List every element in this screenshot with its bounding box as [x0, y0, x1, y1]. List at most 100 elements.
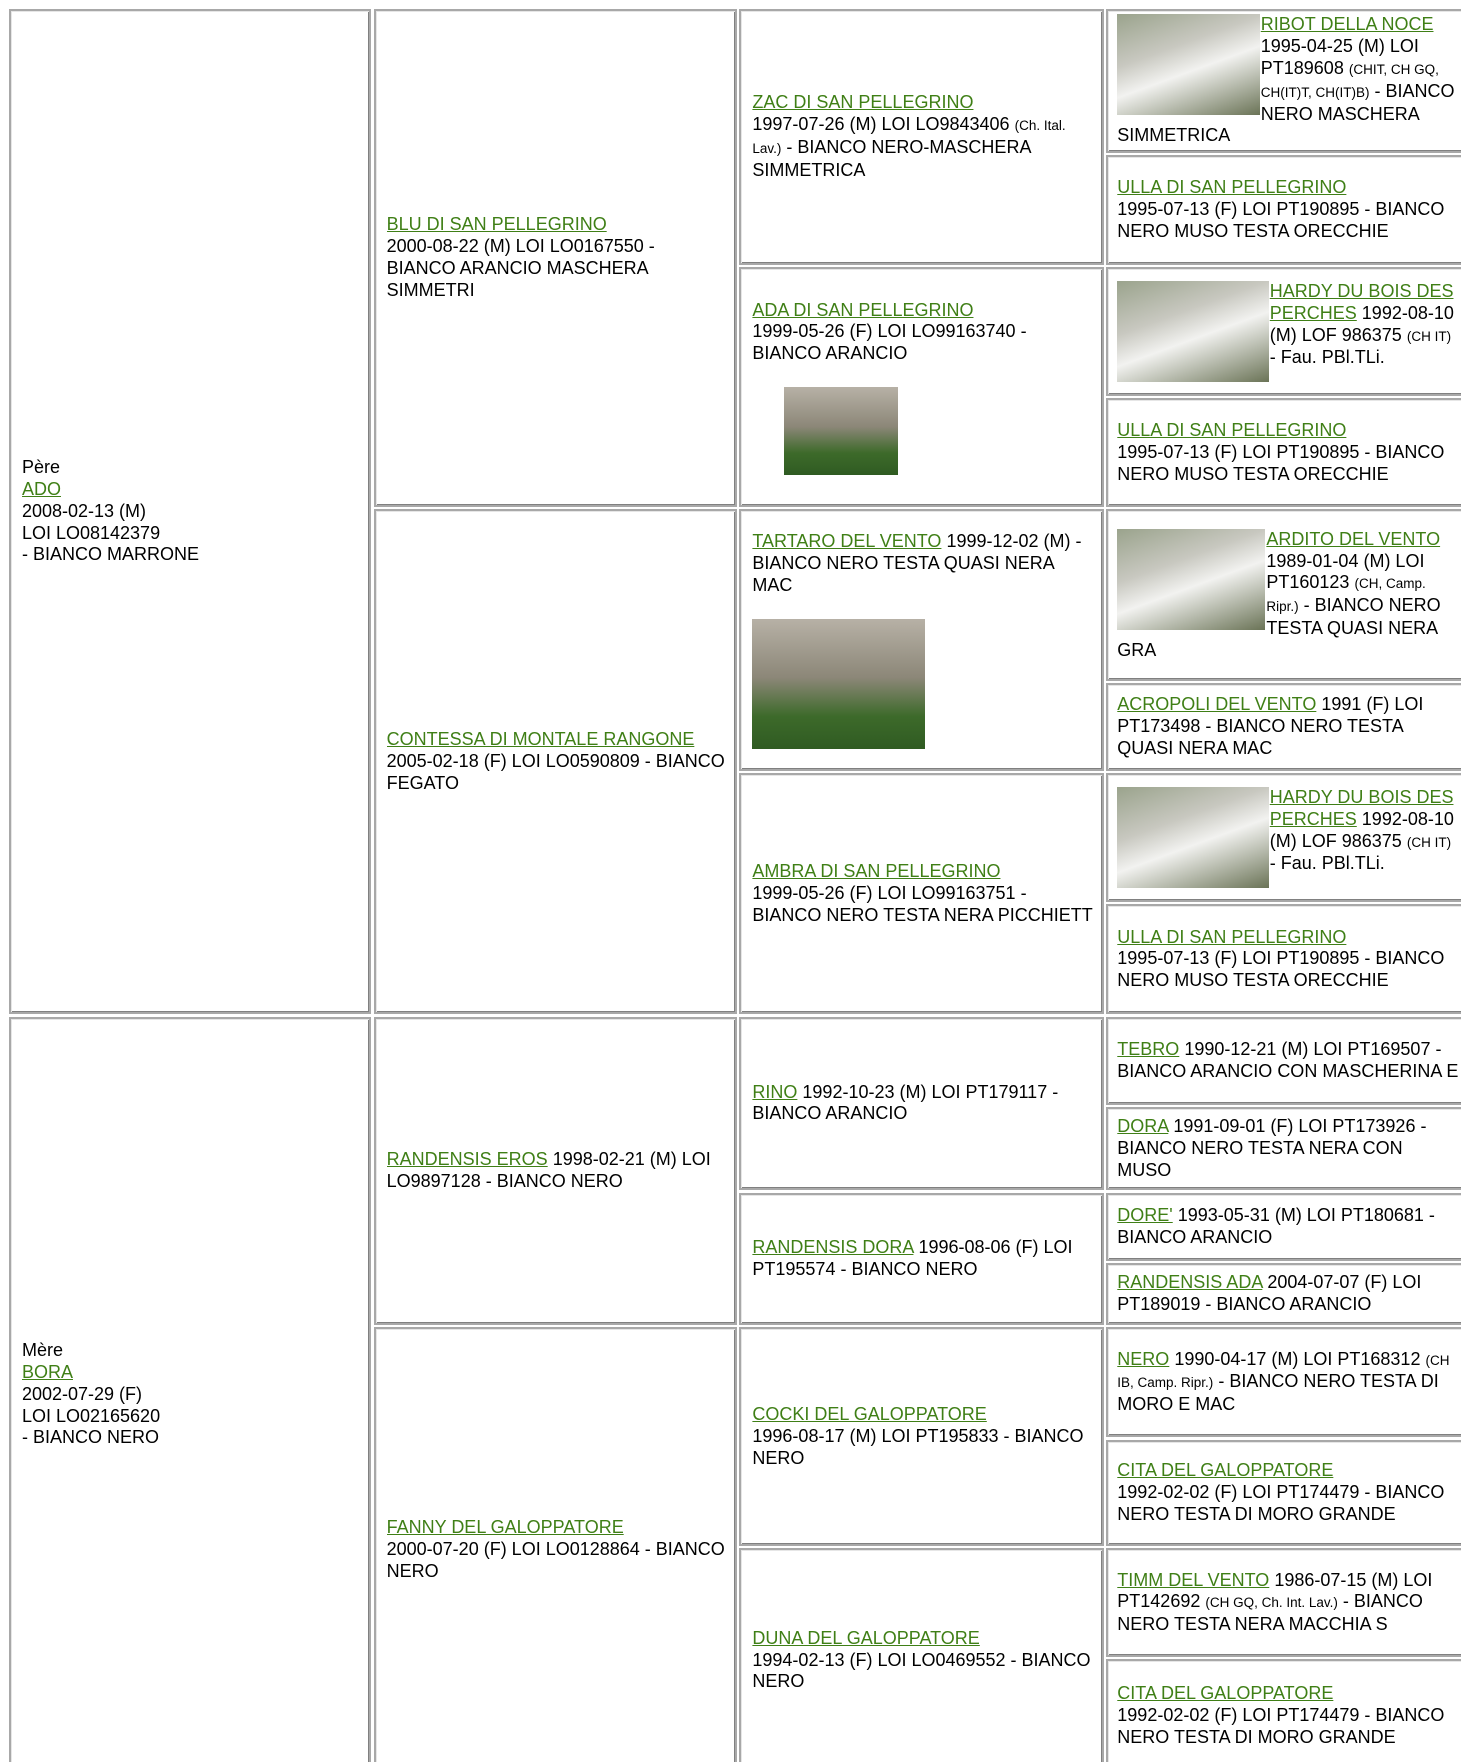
- dog-name-link[interactable]: ACROPOLI DEL VENTO: [1117, 694, 1317, 715]
- dog-name-link[interactable]: ARDITO DEL VENTO: [1266, 528, 1441, 549]
- dog-name-link[interactable]: ZAC DI SAN PELLEGRINO: [752, 92, 974, 113]
- cell-content: HARDY DU BOIS DES PERCHES 1992-08-10 (M)…: [1117, 281, 1460, 383]
- dog-details: 2008-02-13 (M): [21, 500, 147, 521]
- dog-details: 1994-02-13 (F) LOI LO0469552 - BIANCO NE…: [752, 1649, 1091, 1692]
- dog-titles: (CH IT): [1406, 834, 1452, 850]
- cell-content: FANNY DEL GALOPPATORE 2000-07-20 (F) LOI …: [387, 1517, 728, 1582]
- cell-content: ACROPOLI DEL VENTO 1991 (F) LOI PT173498…: [1117, 694, 1460, 759]
- dog-name-link[interactable]: ADO: [21, 478, 61, 499]
- cell-content: ARDITO DEL VENTO 1989-01-04 (M) LOI PT16…: [1117, 528, 1460, 662]
- dog-details: 1991 (F) LOI PT173498 - BIANCO NERO TEST…: [1117, 694, 1424, 758]
- dog-name-link[interactable]: CITA DEL GALOPPATORE: [1117, 1683, 1334, 1704]
- dog-details: 1986-07-15 (M) LOI PT142692: [1117, 1569, 1433, 1612]
- pedigree-cell: HARDY DU BOIS DES PERCHES 1992-08-10 (M)…: [1106, 773, 1461, 903]
- dog-name-link[interactable]: RANDENSIS DORA: [752, 1237, 914, 1258]
- cell-content: AMBRA DI SAN PELLEGRINO 1999-05-26 (F) LO…: [752, 861, 1094, 926]
- dog-name-link[interactable]: NERO: [1117, 1348, 1170, 1369]
- cell-content: RANDENSIS DORA 1996-08-06 (F) LOI PT1955…: [752, 1237, 1094, 1281]
- dog-name-link[interactable]: RIBOT DELLA NOCE: [1260, 14, 1434, 35]
- pedigree-cell: HARDY DU BOIS DES PERCHES 1992-08-10 (M)…: [1106, 267, 1461, 397]
- cell-content: CONTESSA DI MONTALE RANGONE 2005-02-18 (…: [387, 729, 728, 794]
- dog-details: - BIANCO NERO TESTA DI MORO E MAC: [1117, 1371, 1439, 1415]
- dog-name-link[interactable]: TARTARO DEL VENTO: [752, 531, 942, 552]
- dog-details: LOI LO02165620: [21, 1405, 161, 1426]
- pedigree-cell: ULLA DI SAN PELLEGRINO 1995-07-13 (F) LOI…: [1106, 154, 1461, 265]
- cell-content: DORE' 1993-05-31 (M) LOI PT180681 - BIAN…: [1117, 1205, 1460, 1249]
- dog-name-link[interactable]: RINO: [752, 1081, 798, 1102]
- dog-titles: (CHIT, CH GQ, CH(IT)T, CH(IT)B): [1260, 61, 1439, 100]
- dog-details: 1992-02-02 (F) LOI PT174479 - BIANCO NER…: [1117, 1481, 1445, 1524]
- cell-content: DORA 1991-09-01 (F) LOI PT173926 - BIANC…: [1117, 1116, 1460, 1181]
- dog-name-link[interactable]: HARDY DU BOIS DES PERCHES: [1269, 787, 1454, 829]
- dog-name-link[interactable]: RANDENSIS EROS: [386, 1149, 548, 1169]
- dog-titles: (Ch. Ital. Lav.): [752, 118, 1066, 156]
- dog-details: 1992-08-10 (M) LOF 986375: [1269, 302, 1454, 345]
- parent-label: Père: [21, 457, 60, 478]
- pedigree-cell: RANDENSIS ADA 2004-07-07 (F) LOI PT18901…: [1106, 1263, 1461, 1326]
- dog-name-link[interactable]: TIMM DEL VENTO: [1117, 1569, 1270, 1590]
- dog-details: - Fau. PBl.TLi.: [1269, 347, 1385, 368]
- dog-name-link[interactable]: CONTESSA DI MONTALE RANGONE: [386, 729, 695, 750]
- dog-details: - Fau. PBl.TLi.: [1269, 853, 1385, 874]
- cell-content: RANDENSIS ADA 2004-07-07 (F) LOI PT18901…: [1117, 1272, 1460, 1316]
- dog-details: 1992-08-10 (M) LOF 986375: [1269, 808, 1454, 851]
- dog-details: 2005-02-18 (F) LOI LO0590809 - BIANCO FE…: [386, 750, 725, 793]
- pedigree-cell: Père ADO 2008-02-13 (M) LOI LO08142379- BIA…: [8, 8, 372, 1015]
- parent-label: Mère: [21, 1340, 63, 1361]
- pedigree-cell: RANDENSIS DORA 1996-08-06 (F) LOI PT1955…: [739, 1192, 1105, 1326]
- cell-content: ADA DI SAN PELLEGRINO 1999-05-26 (F) LOI …: [752, 300, 1094, 475]
- dog-details: 1996-08-17 (M) LOI PT195833 - BIANCO NER…: [752, 1425, 1084, 1468]
- pedigree-cell: CONTESSA DI MONTALE RANGONE 2005-02-18 (…: [373, 509, 738, 1015]
- dog-name-link[interactable]: BLU DI SAN PELLEGRINO: [386, 214, 607, 235]
- pedigree-cell: ULLA DI SAN PELLEGRINO 1995-07-13 (F) LOI…: [1106, 904, 1461, 1015]
- dog-details: 1989-01-04 (M) LOI PT160123: [1266, 550, 1425, 593]
- dog-name-link[interactable]: ULLA DI SAN PELLEGRINO: [1117, 926, 1347, 947]
- dog-name-link[interactable]: DORE': [1117, 1205, 1173, 1226]
- dog-name-link[interactable]: RANDENSIS ADA: [1117, 1272, 1263, 1293]
- dog-name-link[interactable]: DUNA DEL GALOPPATORE: [752, 1627, 980, 1648]
- pedigree-cell: FANNY DEL GALOPPATORE 2000-07-20 (F) LOI …: [373, 1327, 738, 1762]
- cell-content: COCKI DEL GALOPPATORE 1996-08-17 (M) LOI …: [752, 1404, 1094, 1469]
- dog-name-link[interactable]: DORA: [1117, 1116, 1169, 1137]
- dog-details: 2002-07-29 (F): [21, 1383, 143, 1404]
- dog-name-link[interactable]: BORA: [21, 1361, 73, 1382]
- pedigree-cell: ACROPOLI DEL VENTO 1991 (F) LOI PT173498…: [1106, 683, 1461, 771]
- dog-details: - BIANCO NERO: [21, 1427, 159, 1448]
- pedigree-cell: TIMM DEL VENTO 1986-07-15 (M) LOI PT1426…: [1106, 1548, 1461, 1658]
- dog-details: 1995-04-25 (M) LOI PT189608: [1260, 36, 1419, 78]
- dog-name-link[interactable]: ULLA DI SAN PELLEGRINO: [1117, 420, 1347, 441]
- dog-photo: [752, 618, 926, 749]
- dog-details: - BIANCO NERO TESTA QUASI NERA GRA: [1117, 595, 1441, 660]
- dog-details: - BIANCO MARRONE: [21, 544, 199, 565]
- dog-titles: (CH, Camp. Ripr.): [1266, 576, 1426, 615]
- pedigree-cell: TEBRO 1990-12-21 (M) LOI PT169507 - BIAN…: [1106, 1016, 1461, 1106]
- dog-details: - BIANCO NERO MASCHERA SIMMETRICA: [1117, 80, 1455, 146]
- cell-content: TARTARO DEL VENTO 1999-12-02 (M) - BIANC…: [752, 531, 1094, 749]
- dog-details: 2004-07-07 (F) LOI PT189019 - BIANCO ARA…: [1117, 1272, 1422, 1315]
- cell-content: CITA DEL GALOPPATORE 1992-02-02 (F) LOI P…: [1117, 1460, 1460, 1525]
- dog-titles: (CH IB, Camp. Ripr.): [1117, 1352, 1450, 1391]
- pedigree-cell: CITA DEL GALOPPATORE 1992-02-02 (F) LOI P…: [1106, 1439, 1461, 1547]
- dog-photo: [1117, 281, 1269, 383]
- dog-photo: [783, 387, 899, 475]
- pedigree-cell: AMBRA DI SAN PELLEGRINO 1999-05-26 (F) LO…: [739, 773, 1105, 1015]
- pedigree-cell: CITA DEL GALOPPATORE 1992-02-02 (F) LOI P…: [1106, 1659, 1461, 1762]
- dog-details: 2000-08-22 (M) LOI LO0167550 - BIANCO AR…: [386, 236, 655, 300]
- pedigree-cell: ARDITO DEL VENTO 1989-01-04 (M) LOI PT16…: [1106, 509, 1461, 682]
- pedigree-cell: RINO 1992-10-23 (M) LOI PT179117 - BIANC…: [739, 1016, 1105, 1191]
- dog-name-link[interactable]: AMBRA DI SAN PELLEGRINO: [752, 860, 1001, 881]
- dog-name-link[interactable]: COCKI DEL GALOPPATORE: [752, 1404, 987, 1424]
- dog-name-link[interactable]: FANNY DEL GALOPPATORE: [386, 1517, 624, 1538]
- pedigree-cell: Mère BORA 2002-07-29 (F) LOI LO02165620- BI…: [8, 1016, 372, 1762]
- dog-name-link[interactable]: TEBRO: [1117, 1039, 1180, 1060]
- pedigree-cell: TARTARO DEL VENTO 1999-12-02 (M) - BIANC…: [739, 509, 1105, 771]
- dog-name-link[interactable]: CITA DEL GALOPPATORE: [1117, 1460, 1334, 1481]
- dog-name-link[interactable]: HARDY DU BOIS DES PERCHES: [1269, 281, 1454, 323]
- dog-details: 1995-07-13 (F) LOI PT190895 - BIANCO NER…: [1117, 948, 1445, 991]
- dog-details: 1992-10-23 (M) LOI PT179117 - BIANCO ARA…: [752, 1081, 1059, 1124]
- pedigree-cell: NERO 1990-04-17 (M) LOI PT168312 (CH IB,…: [1106, 1327, 1461, 1438]
- dog-name-link[interactable]: ULLA DI SAN PELLEGRINO: [1117, 177, 1347, 198]
- dog-name-link[interactable]: ADA DI SAN PELLEGRINO: [752, 299, 974, 320]
- dog-details: 2000-07-20 (F) LOI LO0128864 - BIANCO NE…: [386, 1539, 725, 1581]
- dog-photo: [1117, 14, 1260, 116]
